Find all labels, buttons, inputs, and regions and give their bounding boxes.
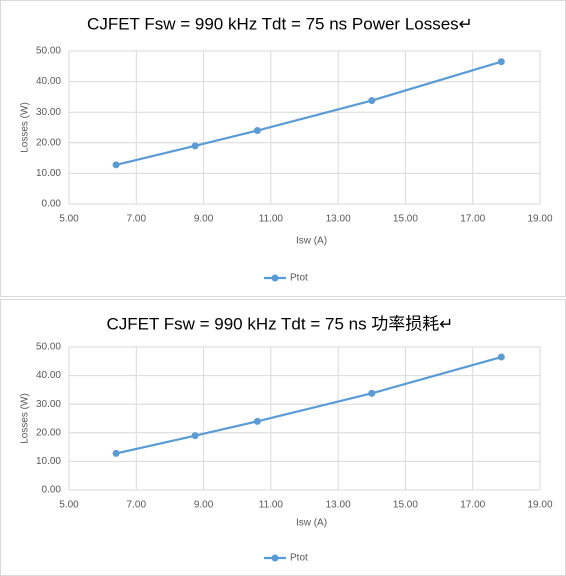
- data-point: [368, 389, 376, 397]
- chart-frame: [0, 0, 566, 297]
- data-point: [497, 353, 505, 361]
- y-tick-label: 40.00: [36, 76, 61, 87]
- x-tick-label: 17.00: [460, 500, 485, 511]
- x-tick-label: 17.00: [460, 214, 485, 225]
- data-point: [191, 142, 199, 150]
- chart-title: CJFET Fsw = 990 kHz Tdt = 75 ns 功率损耗↵: [106, 314, 453, 333]
- chart-frame: [0, 299, 566, 576]
- y-tick-label: 10.00: [36, 168, 61, 179]
- x-tick-label: 9.00: [194, 500, 214, 511]
- y-tick-label: 20.00: [36, 427, 61, 438]
- legend-swatch: [271, 274, 279, 282]
- data-point: [253, 127, 261, 135]
- chart-title: CJFET Fsw = 990 kHz Tdt = 75 ns Power Lo…: [87, 14, 473, 33]
- legend-swatch: [271, 554, 279, 562]
- x-tick-label: 5.00: [59, 500, 79, 511]
- x-tick-label: 15.00: [393, 214, 418, 225]
- y-tick-label: 0.00: [42, 199, 62, 210]
- y-tick-label: 30.00: [36, 107, 61, 118]
- y-tick-label: 10.00: [36, 456, 61, 467]
- y-tick-label: 50.00: [36, 342, 61, 353]
- x-tick-label: 15.00: [393, 500, 418, 511]
- data-point: [497, 58, 505, 66]
- data-point: [253, 417, 261, 425]
- y-axis-label: Losses (W): [20, 393, 31, 444]
- data-point: [112, 161, 120, 169]
- data-point: [368, 97, 376, 105]
- x-tick-label: 19.00: [527, 214, 552, 225]
- x-tick-label: 13.00: [326, 500, 351, 511]
- y-tick-label: 20.00: [36, 137, 61, 148]
- y-tick-label: 40.00: [36, 370, 61, 381]
- x-tick-label: 11.00: [259, 500, 284, 511]
- x-tick-label: 13.00: [326, 214, 351, 225]
- x-tick-label: 7.00: [127, 500, 147, 511]
- x-tick-label: 5.00: [59, 214, 79, 225]
- x-tick-label: 11.00: [259, 214, 284, 225]
- legend-label: Ptot: [290, 273, 308, 284]
- y-axis-label: Losses (W): [20, 102, 31, 153]
- data-point: [112, 449, 120, 457]
- y-tick-label: 50.00: [36, 46, 61, 57]
- data-point: [191, 432, 199, 440]
- y-tick-label: 30.00: [36, 399, 61, 410]
- x-tick-label: 9.00: [194, 214, 214, 225]
- x-axis-label: Isw (A): [296, 236, 327, 247]
- legend-label: Ptot: [290, 553, 308, 564]
- x-axis-label: Isw (A): [296, 518, 327, 529]
- y-tick-label: 0.00: [42, 485, 62, 496]
- x-tick-label: 19.00: [527, 500, 552, 511]
- x-tick-label: 7.00: [127, 214, 147, 225]
